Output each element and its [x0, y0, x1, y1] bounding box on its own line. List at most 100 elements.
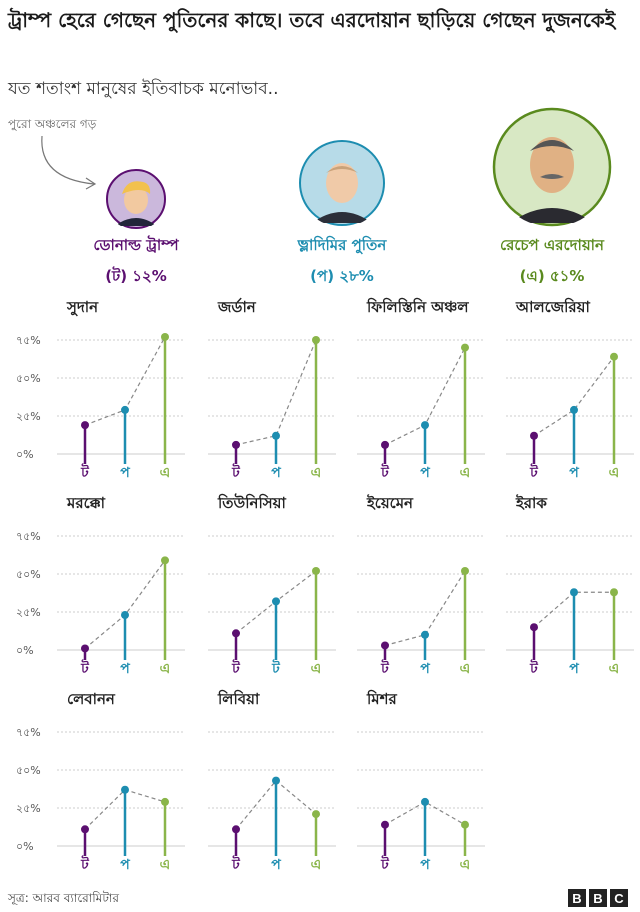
x-category-label: প — [420, 857, 430, 873]
x-category-label: এ — [160, 661, 171, 677]
y-tick-label: ২৫% — [16, 606, 41, 619]
lollipop-dot — [421, 797, 429, 806]
lollipop-dot — [381, 641, 389, 650]
chart-title: ইয়েমেন — [366, 493, 414, 512]
y-tick-label: ০% — [16, 840, 34, 853]
lollipop-dot — [421, 421, 429, 430]
putin-portrait-icon — [299, 140, 385, 226]
regional-average-note: পুরো অঞ্চলের গড় — [8, 117, 97, 131]
x-category-label: এ — [311, 857, 322, 873]
lollipop-dot — [161, 797, 169, 806]
x-category-label: প — [420, 661, 430, 677]
chart-title: ইরাক — [515, 493, 547, 512]
logo-letter: C — [610, 889, 628, 907]
x-category-label: ট — [80, 855, 90, 873]
lollipop-dot — [312, 566, 320, 575]
x-category-label: ট — [380, 463, 390, 481]
y-tick-label: ৭৫% — [16, 334, 41, 347]
leader-average: (প) ২৮% — [310, 267, 374, 285]
leader-average: (ট) ১২% — [105, 267, 167, 285]
lollipop-dot — [121, 785, 129, 794]
lollipop-dot — [81, 421, 89, 430]
x-category-label: ট — [80, 659, 90, 677]
lollipop-dot — [421, 630, 429, 639]
lollipop-dot — [312, 810, 320, 819]
x-category-label: এ — [609, 661, 620, 677]
lollipop-dot — [232, 825, 240, 834]
x-category-label: এ — [460, 857, 471, 873]
bbc-logo: B B C — [568, 889, 628, 907]
lollipop-dot — [161, 332, 169, 341]
x-category-label: ট — [380, 659, 390, 677]
curved-arrow-icon — [41, 135, 97, 190]
lollipop-dot — [530, 431, 538, 440]
source-note: সূত্র: আরব ব্যারোমিটার — [8, 891, 119, 905]
lollipop-dot — [530, 623, 538, 632]
x-category-label: প — [569, 465, 579, 481]
erdogan-portrait-icon — [492, 107, 612, 227]
lollipop-dot — [461, 820, 469, 829]
x-category-label: ট — [529, 463, 539, 481]
x-category-label: ট — [529, 659, 539, 677]
lollipop-dot — [610, 588, 618, 597]
lollipop-dot — [381, 440, 389, 449]
trump-portrait-icon — [106, 169, 166, 229]
x-category-label: এ — [460, 661, 471, 677]
y-tick-label: ৭৫% — [16, 726, 41, 739]
chart-title: লিবিয়া — [217, 689, 260, 708]
x-category-label: প — [271, 857, 281, 873]
leader-name: রেচেপ এরদোয়ান — [500, 236, 604, 254]
x-category-label: প — [271, 465, 281, 481]
lollipop-dot — [81, 825, 89, 834]
connector-line — [235, 339, 317, 446]
chart-title: সুদান — [66, 298, 99, 316]
lollipop-dot — [610, 352, 618, 361]
x-category-label: প — [569, 661, 579, 677]
x-category-label: এ — [609, 465, 620, 481]
chart-title: লেবানন — [67, 690, 116, 708]
chart-title: মিশর — [366, 689, 397, 708]
lollipop-dot — [232, 629, 240, 638]
x-category-label: এ — [160, 857, 171, 873]
chart-title: জর্ডান — [217, 297, 257, 316]
y-tick-label: ২৫% — [16, 410, 41, 423]
x-category-label: এ — [311, 661, 322, 677]
lollipop-dot — [121, 611, 129, 620]
lollipop-dot — [161, 556, 169, 565]
connector-line — [533, 356, 615, 437]
y-tick-label: ০% — [16, 448, 34, 461]
chart-title: আলজেরিয়া — [515, 297, 590, 316]
lollipop-dot — [232, 440, 240, 449]
lollipop-dot — [570, 405, 578, 414]
x-category-label: প — [420, 465, 430, 481]
chart-title: তিউনিসিয়া — [217, 493, 287, 512]
leader-average: (এ) ৫১% — [519, 267, 585, 285]
x-category-label: ট — [231, 463, 241, 481]
lollipop-dot — [570, 588, 578, 597]
chart-title: ফিলিস্তিনি অঞ্চল — [366, 297, 469, 316]
x-category-label: ট — [231, 855, 241, 873]
lollipop-dot — [272, 597, 280, 606]
logo-letter: B — [568, 889, 586, 907]
connector-line — [384, 570, 466, 647]
y-tick-label: ২৫% — [16, 802, 41, 815]
lollipop-dot — [461, 343, 469, 352]
x-category-label: ট — [380, 855, 390, 873]
x-category-label: এ — [460, 465, 471, 481]
y-tick-label: ৫০% — [16, 764, 41, 777]
connector-line — [384, 801, 466, 826]
lollipop-dot — [312, 336, 320, 344]
x-category-label: ট — [231, 659, 241, 677]
x-category-label: প — [120, 661, 130, 677]
x-category-label: প — [120, 857, 130, 873]
lollipop-dot — [381, 820, 389, 829]
y-tick-label: ৫০% — [16, 372, 41, 385]
y-tick-label: ৫০% — [16, 568, 41, 581]
lollipop-dot — [272, 776, 280, 785]
chart-title: মরক্কো — [66, 494, 106, 512]
y-tick-label: ৭৫% — [16, 530, 41, 543]
y-tick-label: ০% — [16, 644, 34, 657]
connector-line — [533, 591, 614, 628]
lollipop-dot — [121, 405, 129, 414]
